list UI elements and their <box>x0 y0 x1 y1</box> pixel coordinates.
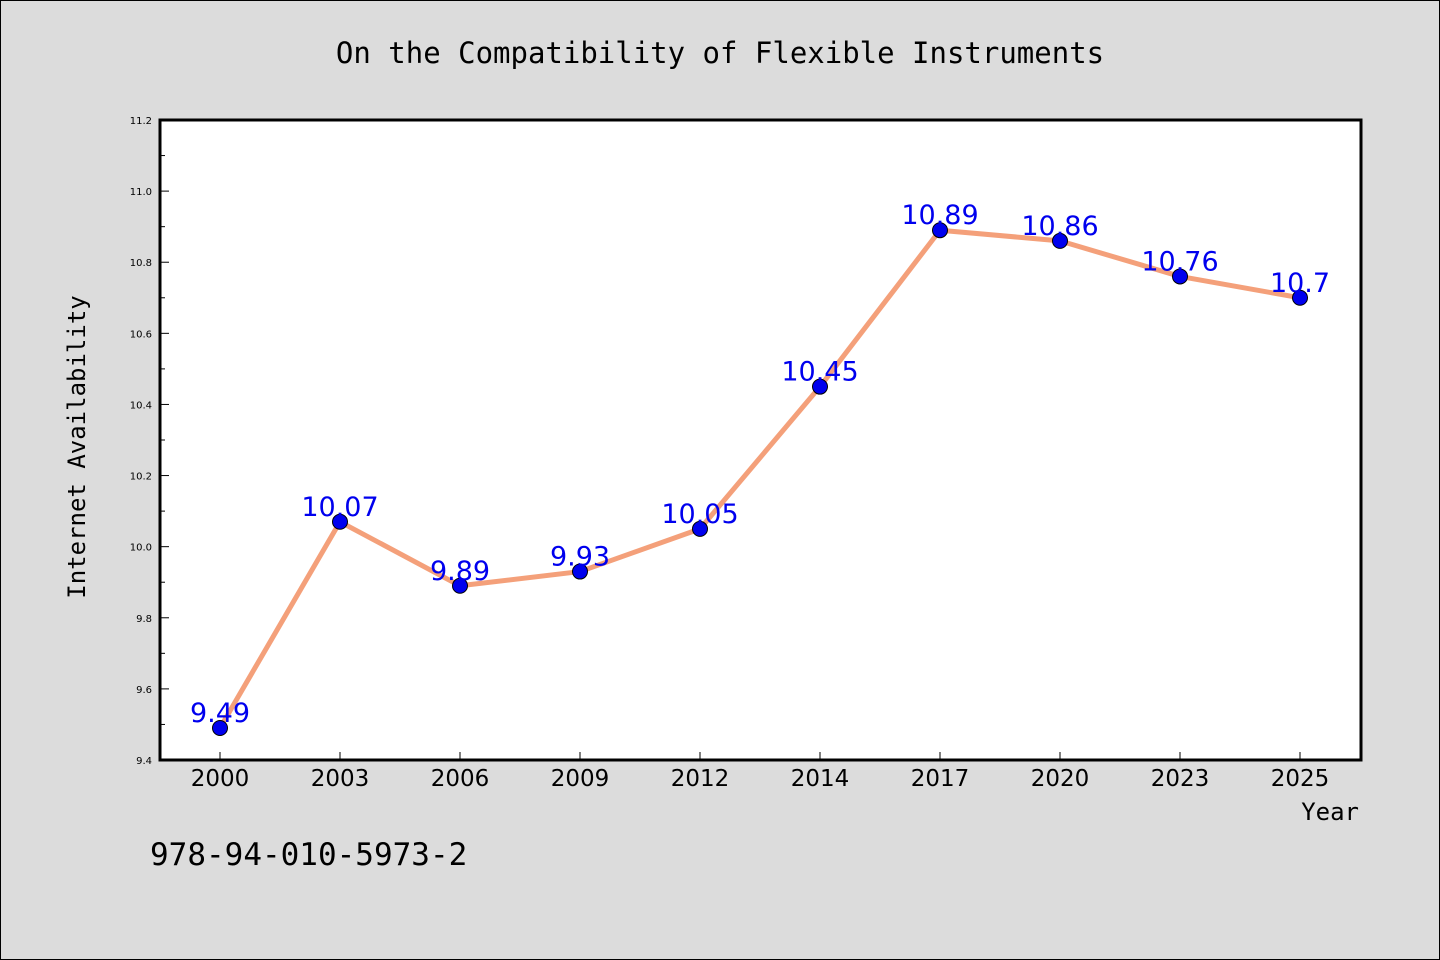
x-tick-label: 2017 <box>911 766 970 792</box>
data-point <box>1292 289 1308 306</box>
x-tick-label: 2023 <box>1151 766 1210 792</box>
footer-code: 978-94-010-5973-2 <box>150 837 467 873</box>
data-label: 10.7 <box>1270 268 1330 299</box>
y-axis: 9.4 9.6 9.8 10.0 10.2 10.4 10.6 10.8 11.0 11.2 <box>130 116 169 767</box>
x-tick-label: 2012 <box>671 766 730 792</box>
y-tick-label: 9.4 <box>136 756 152 767</box>
x-tick-label: 2009 <box>551 766 610 792</box>
data-point <box>812 378 828 395</box>
data-label: 10.07 <box>301 492 378 523</box>
data-point <box>572 563 588 580</box>
data-label: 10.45 <box>781 357 858 388</box>
data-point <box>932 222 948 239</box>
y-tick-label: 11.0 <box>130 187 152 198</box>
y-axis-label: Internet Availability <box>63 295 91 598</box>
x-tick-label: 2000 <box>191 766 250 792</box>
y-tick-label: 10.6 <box>130 329 152 340</box>
data-labels: 9.49 10.07 9.89 9.93 10.05 10.45 10.89 10.86 10.… <box>190 200 1330 729</box>
data-point <box>332 513 348 530</box>
x-tick-label: 2003 <box>311 766 370 792</box>
data-label: 9.89 <box>430 556 490 587</box>
y-tick-label: 10.4 <box>130 400 152 411</box>
y-tick-label: 9.8 <box>136 614 152 625</box>
data-point <box>692 520 708 537</box>
data-point <box>212 720 228 736</box>
x-axis-label: Year <box>1301 798 1359 826</box>
data-point <box>452 577 468 594</box>
y-tick-label: 9.6 <box>136 685 152 696</box>
plot-area <box>158 118 1363 762</box>
x-tick-label: 2014 <box>791 766 850 792</box>
x-tick-label: 2006 <box>431 766 490 792</box>
series-line <box>217 227 1303 731</box>
chart-title: On the Compatibility of Flexible Instrum… <box>336 36 1104 70</box>
x-axis: 2000 2003 2006 2009 2012 2014 2017 2020 2023 2025 <box>191 752 1330 792</box>
data-label: 10.86 <box>1021 211 1098 242</box>
data-points <box>212 222 1308 736</box>
x-tick-label: 2025 <box>1271 766 1330 792</box>
data-label: 10.89 <box>901 200 978 231</box>
data-label: 9.93 <box>550 542 610 573</box>
data-label: 9.49 <box>190 698 250 729</box>
x-tick-label: 2020 <box>1031 766 1090 792</box>
y-tick-label: 10.8 <box>130 258 152 269</box>
data-point <box>1172 268 1188 285</box>
data-label: 10.05 <box>661 499 738 530</box>
y-tick-label: 10.0 <box>130 543 152 554</box>
data-label: 10.76 <box>1141 246 1218 277</box>
data-point <box>1052 232 1068 249</box>
y-tick-label: 11.2 <box>130 116 152 127</box>
y-tick-label: 10.2 <box>130 472 152 483</box>
